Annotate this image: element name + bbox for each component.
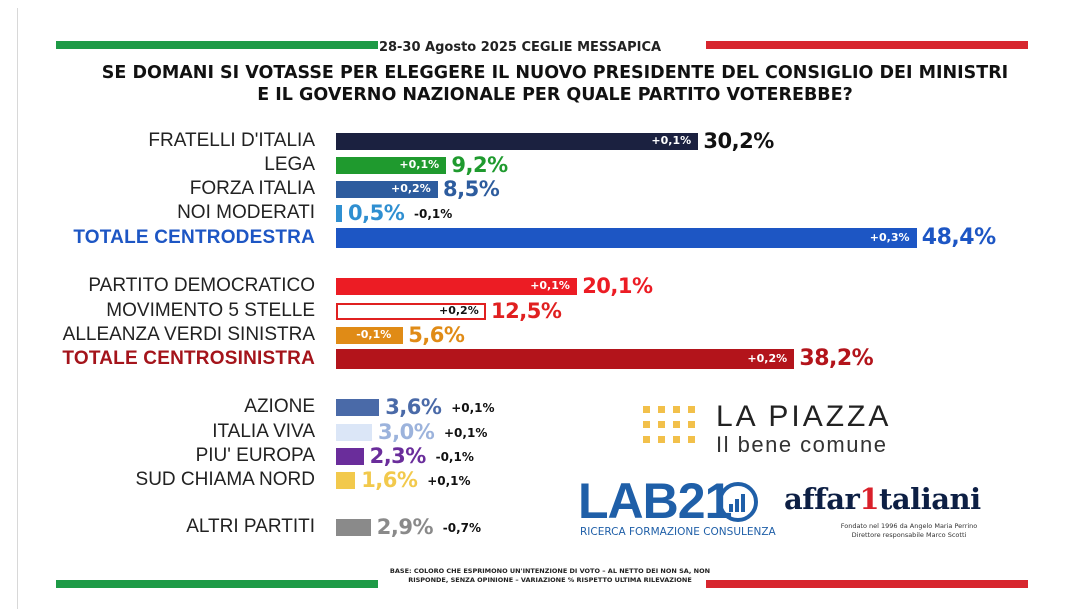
change-badge: +0,1% bbox=[399, 158, 440, 171]
value-label: 2,3% bbox=[369, 444, 427, 468]
party-bar bbox=[336, 204, 342, 222]
logo-dot bbox=[658, 421, 665, 428]
lab21-logo: LAB21 RICERCA FORMAZIONE CONSULENZA bbox=[578, 473, 778, 540]
party-label: TOTALE CENTRODESTRA bbox=[73, 227, 315, 248]
slide-frame bbox=[18, 8, 1080, 609]
value-label: 3,6% bbox=[385, 395, 442, 419]
change-label: +0,1% bbox=[444, 426, 488, 440]
logo-dot bbox=[643, 436, 650, 443]
value-label: 38,2% bbox=[799, 346, 874, 371]
affaritaliani-part-a: affar bbox=[784, 482, 860, 516]
party-bar bbox=[336, 326, 404, 344]
lab21-chart-icon bbox=[718, 482, 758, 522]
party-label: SUD CHIAMA NORD bbox=[135, 469, 315, 490]
affaritaliani-founder: Fondato nel 1996 da Angelo Maria Perrino bbox=[840, 522, 978, 530]
affaritaliani-wordmark: affar1taliani bbox=[784, 482, 981, 516]
party-label: FORZA ITALIA bbox=[189, 178, 315, 199]
logo-dot bbox=[688, 421, 695, 428]
party-bar bbox=[336, 132, 699, 150]
party-bar bbox=[336, 471, 356, 489]
party-label: FRATELLI D'ITALIA bbox=[148, 130, 315, 151]
party-label: PIU' EUROPA bbox=[195, 445, 315, 466]
logo-dot bbox=[688, 406, 695, 413]
change-label: +0,1% bbox=[427, 474, 471, 488]
change-label: -0,1% bbox=[414, 207, 453, 221]
footnote: BASE: COLORO CHE ESPRIMONO UN'INTENZIONE… bbox=[389, 567, 711, 584]
party-bar bbox=[336, 302, 486, 320]
value-label: 30,2% bbox=[703, 129, 774, 153]
logo-dot bbox=[643, 421, 650, 428]
logo-dot bbox=[673, 406, 680, 413]
value-label: 5,6% bbox=[408, 323, 465, 347]
affaritaliani-director: Direttore responsabile Marco Scotti bbox=[851, 531, 967, 539]
party-label: ALTRI PARTITI bbox=[186, 516, 315, 537]
party-bar bbox=[336, 423, 372, 441]
value-label: 12,5% bbox=[491, 299, 562, 323]
lab21-tagline: RICERCA FORMAZIONE CONSULENZA bbox=[580, 526, 776, 538]
logo-dot bbox=[673, 421, 680, 428]
value-label: 2,9% bbox=[376, 515, 434, 539]
change-badge: +0,2% bbox=[747, 352, 788, 365]
logo-dot bbox=[643, 406, 650, 413]
value-label: 0,5% bbox=[348, 201, 405, 225]
affaritaliani-red-one: 1 bbox=[859, 482, 879, 516]
party-bar bbox=[336, 228, 917, 248]
party-label: ALLEANZA VERDI SINISTRA bbox=[62, 324, 315, 345]
lapiazza-subtitle: Il bene comune bbox=[716, 432, 888, 457]
change-badge: +0,3% bbox=[869, 231, 910, 244]
lapiazza-logo: LA PIAZZA Il bene comune bbox=[638, 400, 938, 462]
party-label: NOI MODERATI bbox=[177, 202, 315, 223]
flag-line-bottom-green bbox=[56, 580, 378, 588]
party-bar bbox=[336, 156, 447, 174]
survey-question: SE DOMANI SI VOTASSE PER ELEGGERE IL NUO… bbox=[101, 63, 1009, 105]
logo-dot bbox=[658, 406, 665, 413]
value-label: 8,5% bbox=[443, 177, 500, 201]
party-label: TOTALE CENTROSINISTRA bbox=[62, 348, 315, 369]
party-bar bbox=[336, 277, 578, 295]
party-label: ITALIA VIVA bbox=[212, 421, 315, 442]
logo-dot bbox=[688, 436, 695, 443]
lab21-wordmark: LAB21 bbox=[578, 473, 732, 529]
affaritaliani-part-b: taliani bbox=[879, 482, 981, 516]
value-label: 20,1% bbox=[582, 274, 653, 298]
change-badge: +0,1% bbox=[530, 279, 570, 292]
party-label: PARTITO DEMOCRATICO bbox=[88, 275, 315, 296]
change-label: -0,7% bbox=[442, 521, 482, 535]
change-label: +0,1% bbox=[451, 401, 495, 415]
change-badge: -0,1% bbox=[356, 328, 392, 341]
party-bar bbox=[336, 518, 371, 536]
logo-dot bbox=[658, 436, 665, 443]
value-label: 48,4% bbox=[921, 225, 996, 250]
change-badge: +0,2% bbox=[439, 304, 479, 317]
affaritaliani-logo: affar1taliani Fondato nel 1996 da Angelo… bbox=[784, 482, 1024, 542]
party-bar bbox=[336, 398, 380, 416]
value-label: 1,6% bbox=[361, 468, 418, 492]
lapiazza-title: LA PIAZZA bbox=[716, 400, 892, 433]
flag-line-top-red bbox=[706, 41, 1028, 49]
change-badge: +0,1% bbox=[651, 134, 692, 147]
party-bar bbox=[336, 180, 438, 198]
party-bar bbox=[336, 447, 364, 465]
change-badge: +0,2% bbox=[391, 182, 431, 195]
party-label: MOVIMENTO 5 STELLE bbox=[106, 300, 315, 321]
flag-line-bottom-red bbox=[706, 580, 1028, 588]
flag-line-top-green bbox=[56, 41, 378, 49]
party-label: LEGA bbox=[264, 154, 315, 175]
change-label: -0,1% bbox=[435, 450, 474, 464]
value-label: 9,2% bbox=[451, 153, 508, 177]
party-label: AZIONE bbox=[244, 396, 315, 417]
logo-dot bbox=[673, 436, 680, 443]
value-label: 3,0% bbox=[378, 420, 435, 444]
survey-date: 28-30 Agosto 2025 CEGLIE MESSAPICA bbox=[378, 40, 662, 55]
party-bar bbox=[336, 349, 795, 369]
